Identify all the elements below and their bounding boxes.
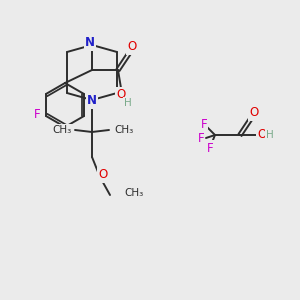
Text: CH₃: CH₃: [114, 125, 133, 135]
Text: CH₃: CH₃: [124, 188, 143, 198]
Text: O: O: [257, 128, 267, 142]
Text: H: H: [266, 130, 274, 140]
Text: F: F: [207, 142, 213, 154]
Text: O: O: [128, 40, 136, 53]
Text: H: H: [124, 98, 132, 108]
Text: F: F: [34, 107, 40, 121]
Text: O: O: [249, 106, 259, 119]
Text: N: N: [85, 37, 95, 50]
Text: F: F: [198, 133, 204, 146]
Text: O: O: [98, 169, 108, 182]
Text: O: O: [116, 88, 126, 101]
Text: CH₃: CH₃: [53, 125, 72, 135]
Text: N: N: [87, 94, 97, 107]
Text: F: F: [201, 118, 207, 131]
